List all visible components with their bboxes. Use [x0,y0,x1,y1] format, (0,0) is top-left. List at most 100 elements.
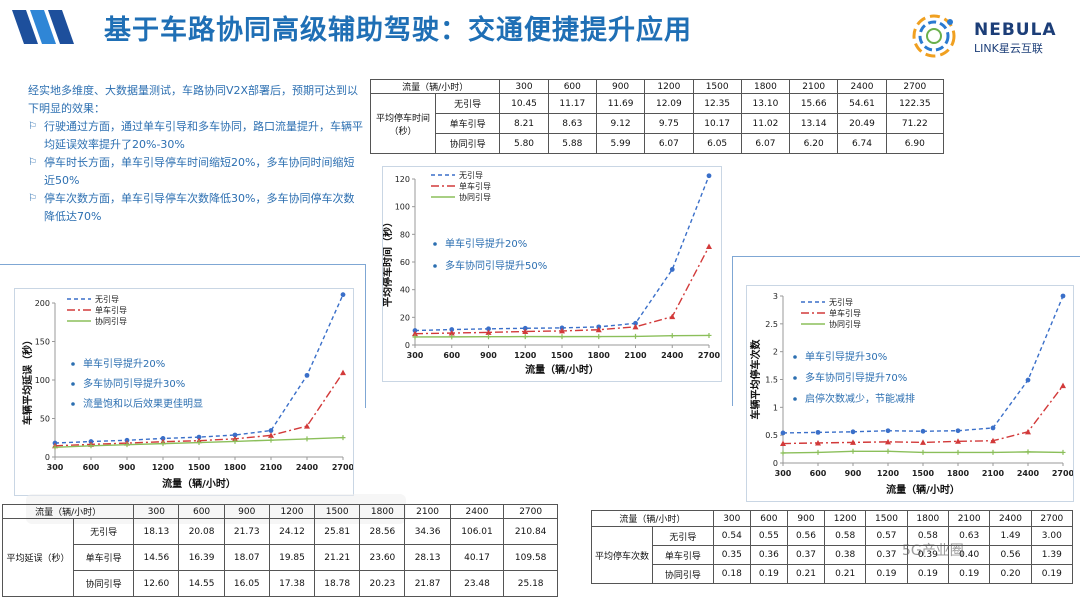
table-row: 平均停车次数 无引导 0.54 0.55 0.56 0.58 0.57 0.58 0.63 1.… [591,526,1074,584]
data-point [522,334,528,340]
divider-line [365,264,366,408]
data-point [486,334,491,340]
legend-label: 协同引导 [829,319,861,329]
annotation-bullet [793,355,797,359]
data-point [850,429,856,435]
data-point [885,438,891,445]
data-point [885,448,891,454]
y-tick-label: 0 [45,453,50,462]
data-point [232,432,238,438]
table-row: 平均停车时间（秒） 无引导 10.45 11.17 11.69 12.09 12.35 13… [370,93,945,154]
annotation-bullet [433,264,437,268]
y-tick-label: 150 [35,338,50,347]
y-tick-label: 0 [773,459,778,468]
legend-label: 单车引导 [829,308,861,318]
row-group-label: 平均延误（秒） [2,518,74,597]
data-point [850,439,856,445]
data-point [52,444,58,450]
data-point [1025,377,1031,383]
data-point [632,323,639,330]
brand-name: NEBULA [974,20,1057,40]
row-group-label: 平均停车次数 [591,526,653,584]
x-tick-label: 900 [480,351,497,360]
data-point [669,313,676,320]
stoptime-chart-panel: 0 20 40 60 80 100 120 300 600 900 1200 1500 1800 2100… [381,166,722,382]
y-tick-label: 0.5 [765,431,778,440]
data-point [160,436,166,441]
y-axis-label: 车辆平均停车次数 [749,339,762,420]
brand-logo-icon [912,14,956,58]
x-axis-label: 流量（辆/小时） [886,483,960,496]
flag-icon: ⚐ [28,157,37,168]
x-tick-label: 300 [47,463,64,472]
data-point [1025,428,1031,435]
data-point [340,292,346,298]
x-tick-label: 1200 [152,463,175,472]
stops-chart-panel: 0 0.5 1 1.5 2 2.5 3 300 600 900 1200 1500 1800 2100 24… [746,285,1075,502]
data-point [780,450,786,456]
data-point [124,442,130,448]
flag-icon: ⚐ [28,121,37,132]
x-tick-label: 2700 [332,463,353,472]
data-point [633,320,638,326]
y-tick-label: 80 [400,230,410,239]
legend-label: 无引导 [95,295,119,304]
data-point [633,333,638,339]
legend-label: 单车引导 [459,181,491,191]
data-point [412,328,418,333]
x-tick-label: 2700 [1052,469,1073,478]
data-point [920,428,926,434]
legend-label: 单车引导 [95,305,127,315]
x-tick-label: 1500 [188,463,211,472]
brand-subtitle: LINK星云互联 [974,42,1043,55]
intro-bullet: ⚐ 行驶通过方面，通过单车引导和多车协同，路口流量提升，车辆平均延误效率提升了20… [28,120,363,151]
table-row: 协同引导 12.60 14.55 16.05 17.38 18.78 20.23 21.87… [3,570,558,597]
table-row: 协同引导 5.80 5.88 5.99 6.07 6.05 6.07 6.20 6.74 6.9… [371,133,945,154]
stoptime-chart: 0 20 40 60 80 100 120 300 600 900 1200 1500 1800 2100… [381,171,721,376]
data-point [780,430,786,436]
data-point [595,326,602,333]
data-point [448,330,455,336]
data-point [196,440,202,446]
divider-line [732,256,1080,257]
table-row: 协同引导 0.18 0.19 0.21 0.21 0.19 0.19 0.19 0.20 0.1… [592,564,1074,584]
x-tick-label: 900 [845,469,862,478]
data-point [340,369,346,376]
x-tick-label: 1500 [551,351,574,360]
x-tick-label: 900 [119,463,136,472]
legend-label: 无引导 [829,298,853,307]
x-tick-label: 1800 [588,351,611,360]
annotation-bullet [71,382,75,386]
data-point [990,449,996,455]
data-point [340,435,346,441]
x-tick-label: 2100 [624,351,647,360]
data-point [412,334,418,340]
data-point [268,428,274,433]
data-point [522,325,528,331]
flag-icon: ⚐ [28,193,37,204]
x-tick-label: 2400 [1017,469,1040,478]
chart-annotation: 单车引导提升30% [805,350,887,363]
table-row: 单车引导 0.35 0.36 0.37 0.38 0.37 0.39 0.40 0.56 1.3… [592,545,1074,565]
data-point [268,432,274,438]
data-point [990,437,996,444]
data-point [304,372,310,378]
legend-label: 无引导 [459,171,483,180]
delay-table: 流量（辆/小时） 300 600 900 1200 1500 1800 2100 2400 27… [1,504,558,597]
y-tick-label: 3 [773,292,778,301]
data-point [486,326,491,332]
chart-annotation: 多车协同引导提升50% [445,259,547,272]
data-point [815,429,821,435]
data-point [815,439,821,446]
table-row: 平均延误（秒） 无引导 18.13 20.08 21.73 24.12 25.81 28.5… [2,518,558,597]
table-row: 单车引导 14.56 16.39 18.07 19.85 21.21 23.60 28.13… [3,544,558,571]
data-point [990,425,996,431]
data-point [559,334,565,340]
data-point [596,334,602,340]
table-header-label: 流量（辆/小时） [369,79,501,94]
intro-block: 经实地多维度、大数据量测试，车路协同V2X部署后，预期可达到以下明显的效果： ⚐… [28,82,363,226]
annotation-bullet [793,397,797,401]
slide-logo-mark [12,10,74,44]
legend-label: 协同引导 [95,316,127,326]
y-tick-label: 0 [405,341,410,350]
